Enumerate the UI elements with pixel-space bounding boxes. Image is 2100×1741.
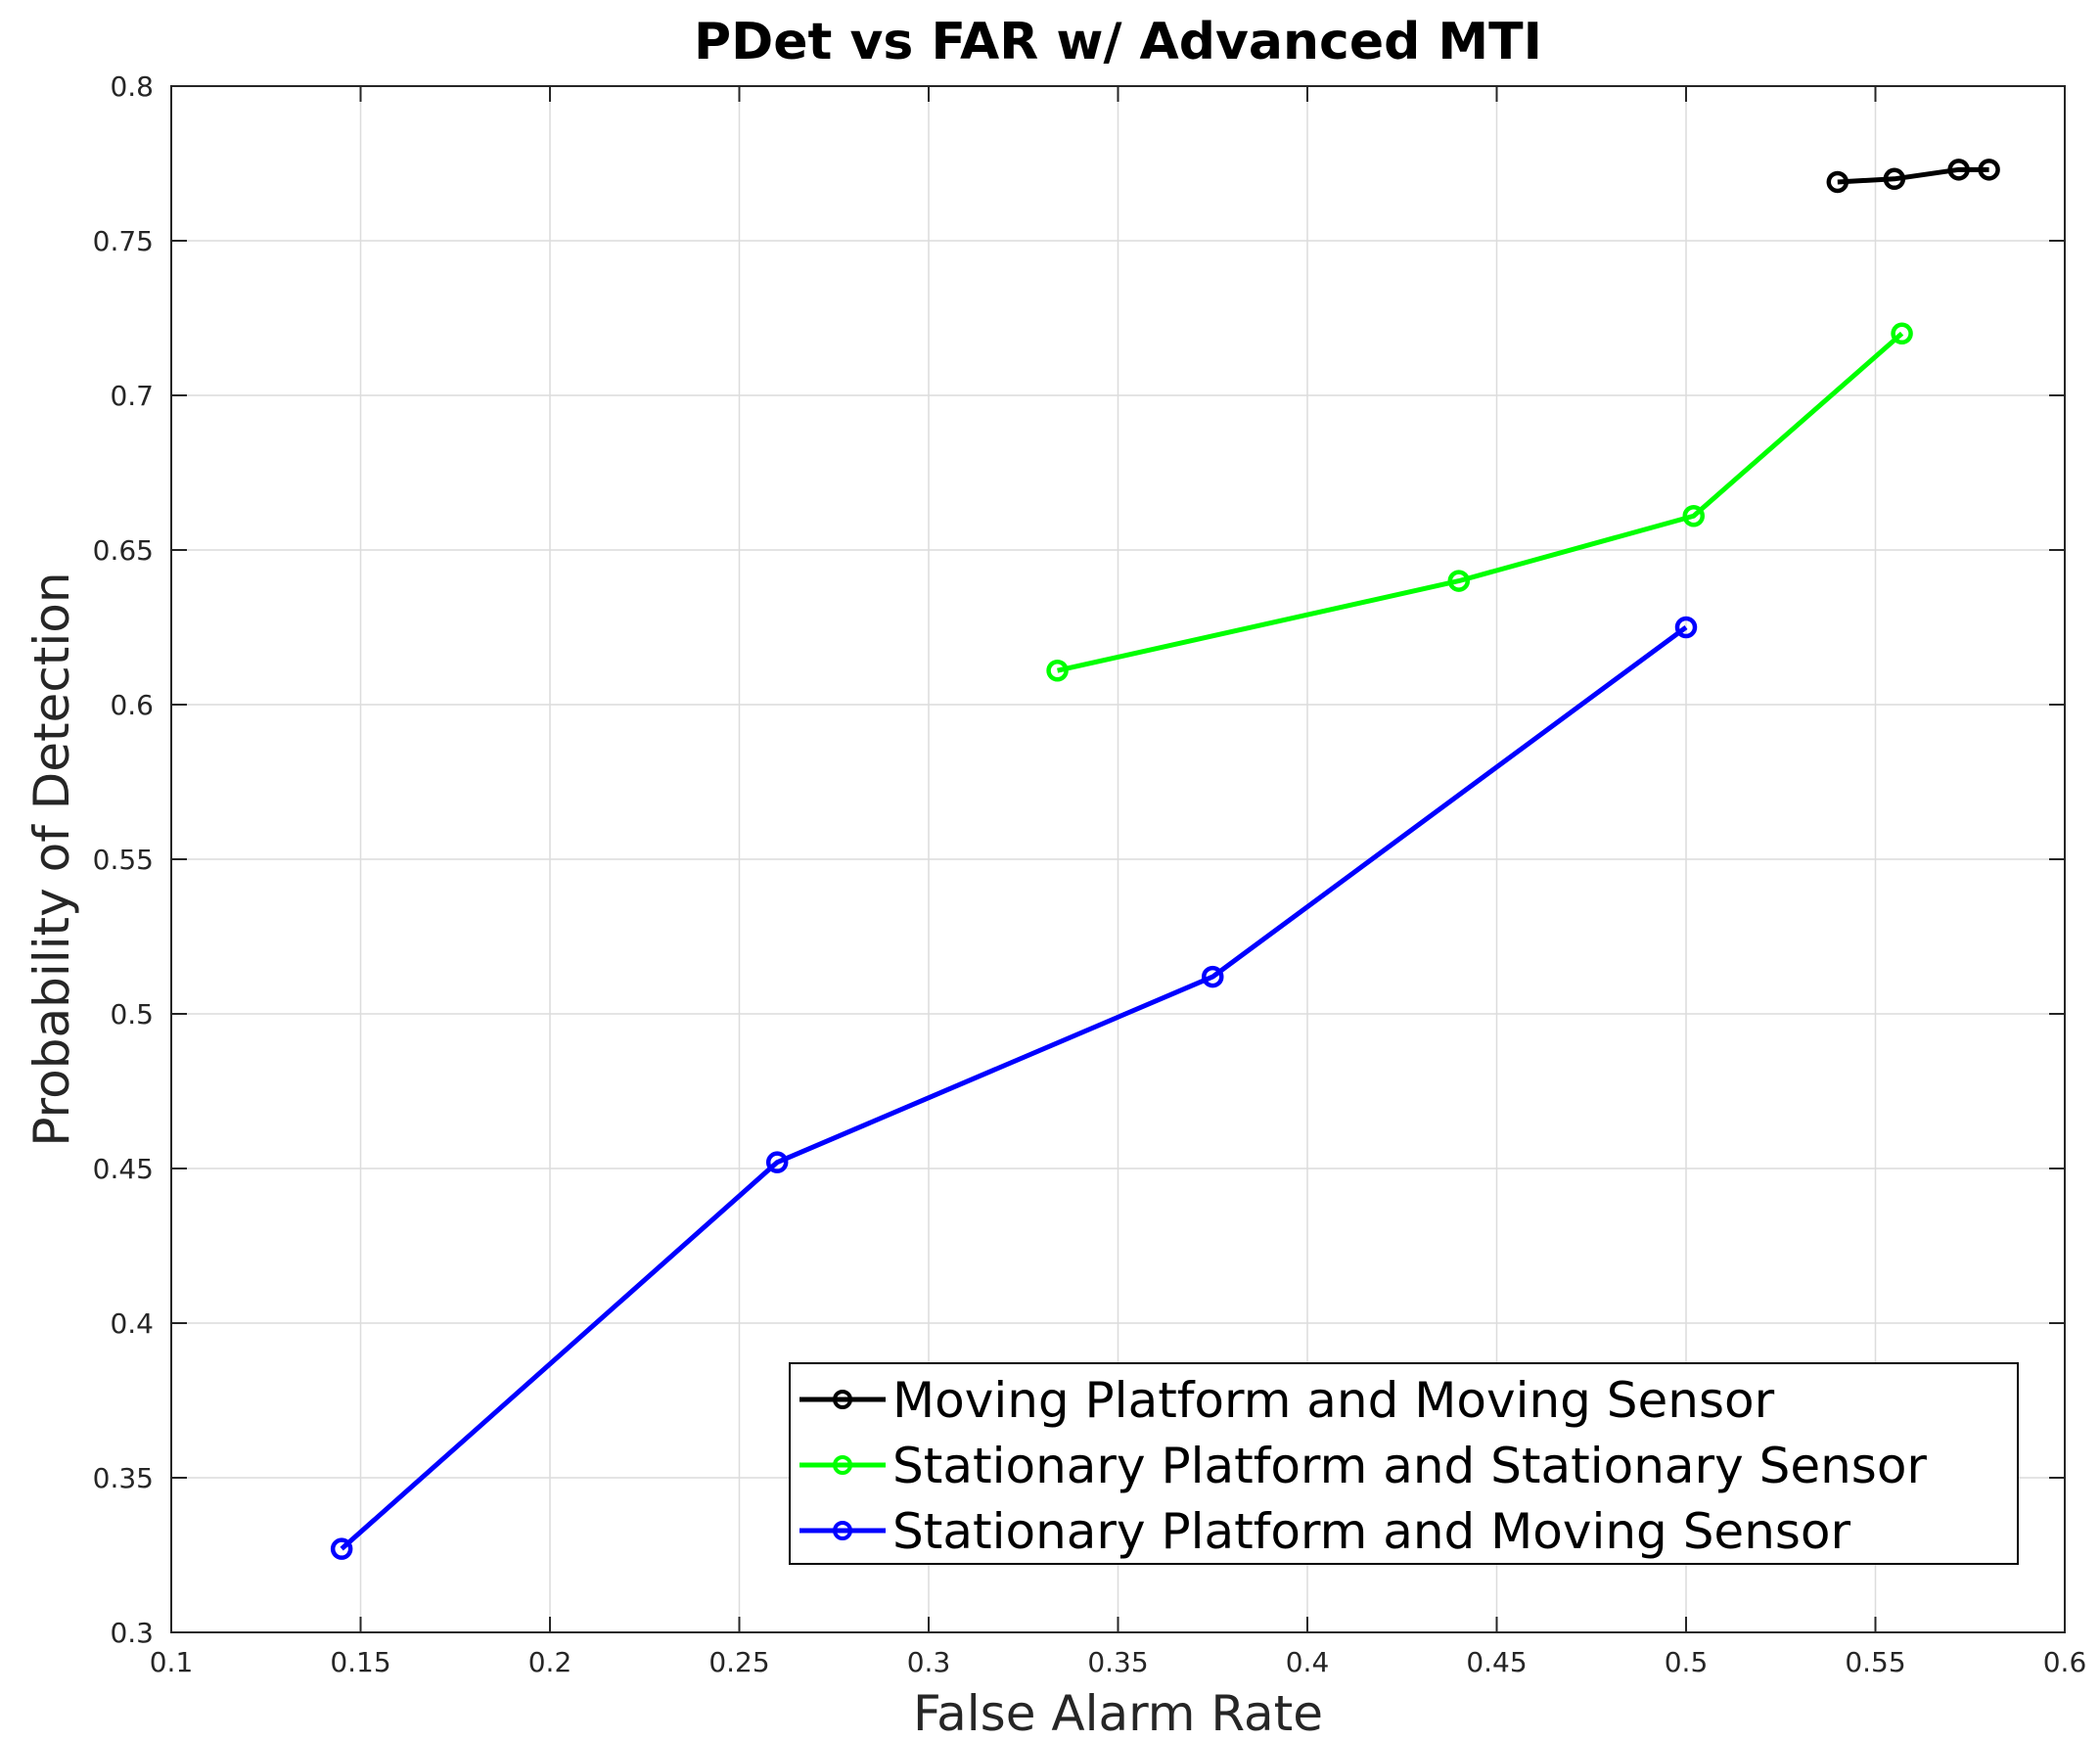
y-tick-label: 0.4 xyxy=(110,1307,154,1340)
y-axis-label: Probability of Detection xyxy=(23,572,80,1146)
data-point xyxy=(1883,167,1906,191)
data-point xyxy=(1891,322,1913,345)
data-point xyxy=(1447,570,1471,592)
data-point xyxy=(1046,659,1069,682)
x-tick-label: 0.4 xyxy=(1286,1646,1330,1678)
legend-label: Moving Platform and Moving Sensor xyxy=(892,1372,1775,1429)
x-tick-label: 0.55 xyxy=(1845,1646,1905,1678)
data-point xyxy=(1826,170,1849,194)
x-tick-label: 0.3 xyxy=(907,1646,951,1678)
y-tick-label: 0.55 xyxy=(93,844,154,876)
y-tick-label: 0.75 xyxy=(93,225,154,257)
legend-box xyxy=(789,1362,2019,1565)
x-tick-label: 0.25 xyxy=(708,1646,769,1678)
y-tick-label: 0.45 xyxy=(93,1153,154,1185)
legend-marker xyxy=(833,1521,852,1540)
y-tick-label: 0.8 xyxy=(110,70,154,103)
x-tick-label: 0.2 xyxy=(528,1646,572,1678)
y-tick-label: 0.5 xyxy=(110,998,154,1031)
legend: Moving Platform and Moving Sensor Station… xyxy=(789,1362,2019,1565)
y-tick-label: 0.6 xyxy=(110,689,154,721)
data-point xyxy=(1674,616,1698,639)
y-tick-label: 0.3 xyxy=(110,1617,154,1649)
series-line-2 xyxy=(1057,331,1904,673)
x-tick-label: 0.6 xyxy=(2043,1646,2087,1678)
x-axis-label: False Alarm Rate xyxy=(913,1685,1323,1741)
y-tick-label: 0.7 xyxy=(110,380,154,412)
chart-title: PDet vs FAR w/ Advanced MTI xyxy=(694,13,1542,71)
data-point xyxy=(1682,504,1705,527)
series-line-3 xyxy=(340,624,1688,1551)
data-point xyxy=(330,1537,353,1560)
ticks: 0.1 0.15 0.2 0.25 0.3 0.35 0.4 0.45 0.5 0.55 0.6 0.… xyxy=(93,70,2087,1678)
x-tick-label: 0.45 xyxy=(1466,1646,1527,1678)
data-point xyxy=(1978,159,2000,181)
data-point xyxy=(765,1151,789,1173)
series-line-1 xyxy=(1837,166,1989,185)
data-point xyxy=(1947,159,1970,181)
y-tick-label: 0.65 xyxy=(93,534,154,567)
data-point xyxy=(1202,965,1224,988)
x-tick-label: 0.15 xyxy=(330,1646,390,1678)
legend-marker xyxy=(833,1455,852,1475)
legend-label: Stationary Platform and Stationary Senso… xyxy=(892,1438,1927,1494)
x-tick-label: 0.5 xyxy=(1665,1646,1709,1678)
legend-label: Stationary Platform and Moving Sensor xyxy=(892,1503,1851,1560)
legend-marker xyxy=(833,1390,852,1409)
x-tick-label: 0.1 xyxy=(150,1646,194,1678)
series-group xyxy=(330,159,2000,1560)
x-tick-label: 0.35 xyxy=(1087,1646,1148,1678)
y-tick-label: 0.35 xyxy=(93,1462,154,1494)
